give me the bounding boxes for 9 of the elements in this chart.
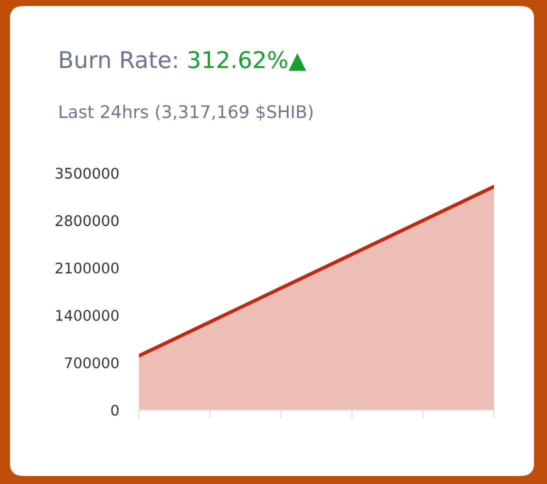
text: Burn Rate:	[60, 51, 177, 68]
text: 312.62%▲	[188, 50, 306, 71]
y-tick-label: 3500000	[56, 168, 119, 179]
y-tick-label: 0	[111, 404, 119, 416]
y-tick-label: 2100000	[56, 262, 119, 274]
y-tick-label: 2800000	[56, 215, 119, 226]
y-tick-label: 700000	[65, 357, 119, 368]
chart-subtitle: Last 24hrs (3,317,169 $SHIB)	[60, 104, 313, 121]
y-tick-label: 1400000	[56, 310, 119, 321]
